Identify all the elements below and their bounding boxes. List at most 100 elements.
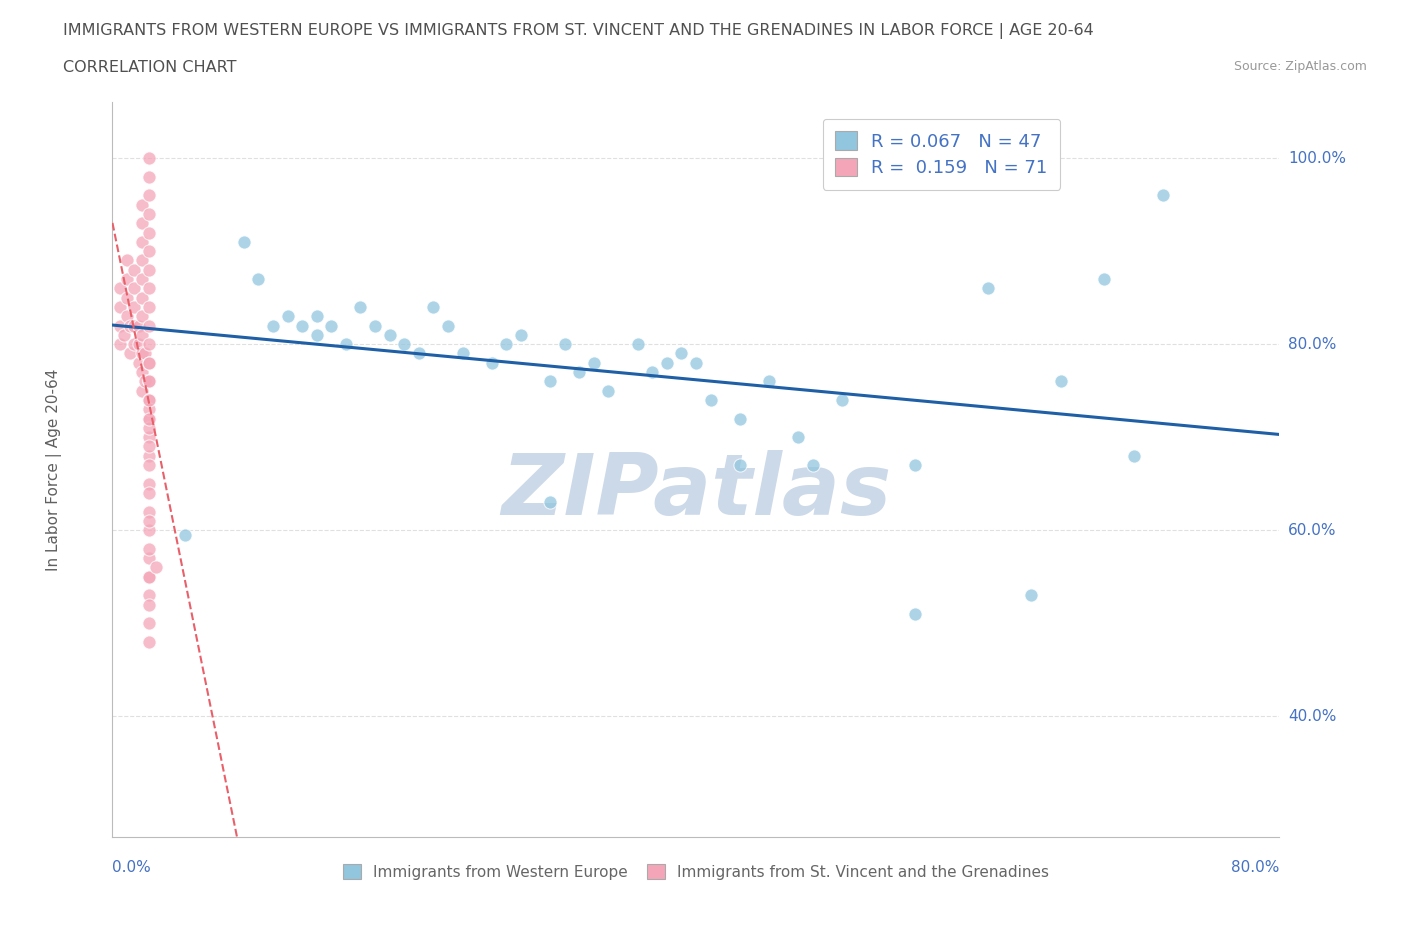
Point <box>138 318 160 333</box>
Point <box>138 430 160 445</box>
Point <box>437 318 460 333</box>
Point <box>1094 272 1116 286</box>
Text: In Labor Force | Age 20-64: In Labor Force | Age 20-64 <box>46 368 62 571</box>
Point <box>131 234 153 249</box>
Point <box>131 327 153 342</box>
Point <box>801 458 824 472</box>
Point <box>291 318 314 333</box>
Point <box>364 318 387 333</box>
Point <box>124 262 146 277</box>
Point <box>138 244 160 259</box>
Point <box>124 337 146 352</box>
Point <box>1122 448 1144 463</box>
Point <box>138 504 160 519</box>
Point <box>495 337 517 352</box>
Text: ZIPatlas: ZIPatlas <box>501 450 891 533</box>
Text: 80.0%: 80.0% <box>1288 337 1337 352</box>
Point <box>321 318 343 333</box>
Point <box>138 299 160 314</box>
Point <box>138 597 160 612</box>
Point <box>408 346 430 361</box>
Point <box>108 281 131 296</box>
Point <box>568 365 591 379</box>
Point <box>131 365 153 379</box>
Text: 60.0%: 60.0% <box>1288 523 1337 538</box>
Point <box>145 560 167 575</box>
Point <box>128 337 150 352</box>
Point <box>349 299 371 314</box>
Point <box>124 299 146 314</box>
Point <box>538 495 561 510</box>
Point <box>108 337 131 352</box>
Point <box>758 374 780 389</box>
Point <box>598 383 620 398</box>
Point <box>1049 374 1071 389</box>
Point <box>138 523 160 538</box>
Legend: Immigrants from Western Europe, Immigrants from St. Vincent and the Grenadines: Immigrants from Western Europe, Immigran… <box>330 851 1062 892</box>
Point <box>118 318 141 333</box>
Point <box>335 337 357 352</box>
Point <box>655 355 678 370</box>
Point <box>138 588 160 603</box>
Point <box>276 309 298 324</box>
Point <box>128 355 150 370</box>
Point <box>131 309 153 324</box>
Point <box>138 513 160 528</box>
Point <box>131 216 153 231</box>
Point <box>138 439 160 454</box>
Point <box>128 318 150 333</box>
Point <box>112 327 135 342</box>
Point <box>174 527 197 542</box>
Point <box>378 327 401 342</box>
Point <box>394 337 416 352</box>
Text: Source: ZipAtlas.com: Source: ZipAtlas.com <box>1233 60 1367 73</box>
Point <box>831 392 853 407</box>
Text: 80.0%: 80.0% <box>1232 860 1279 875</box>
Point <box>138 569 160 584</box>
Text: 100.0%: 100.0% <box>1288 151 1346 166</box>
Point <box>131 290 153 305</box>
Point <box>904 458 927 472</box>
Point <box>138 374 160 389</box>
Point <box>138 169 160 184</box>
Point <box>641 365 664 379</box>
Point <box>976 281 998 296</box>
Point <box>138 411 160 426</box>
Point <box>138 355 160 370</box>
Point <box>108 318 131 333</box>
Point <box>509 327 531 342</box>
Point <box>124 318 146 333</box>
Point <box>138 616 160 631</box>
Point <box>247 272 270 286</box>
Point <box>627 337 650 352</box>
Point <box>138 355 160 370</box>
Point <box>685 355 707 370</box>
Point <box>582 355 605 370</box>
Point <box>138 411 160 426</box>
Point <box>131 253 153 268</box>
Point <box>138 476 160 491</box>
Text: CORRELATION CHART: CORRELATION CHART <box>63 60 236 75</box>
Point <box>138 551 160 565</box>
Point <box>115 272 138 286</box>
Point <box>232 234 254 249</box>
Point <box>138 225 160 240</box>
Point <box>124 281 146 296</box>
Text: IMMIGRANTS FROM WESTERN EUROPE VS IMMIGRANTS FROM ST. VINCENT AND THE GRENADINES: IMMIGRANTS FROM WESTERN EUROPE VS IMMIGR… <box>63 23 1094 39</box>
Point <box>138 634 160 649</box>
Point <box>138 206 160 221</box>
Point <box>134 346 156 361</box>
Point <box>538 374 561 389</box>
Point <box>138 151 160 166</box>
Point <box>118 346 141 361</box>
Point <box>728 458 751 472</box>
Point <box>728 411 751 426</box>
Point <box>138 569 160 584</box>
Text: 0.0%: 0.0% <box>112 860 152 875</box>
Point <box>262 318 284 333</box>
Point <box>305 309 328 324</box>
Point <box>134 374 156 389</box>
Point <box>131 383 153 398</box>
Text: 40.0%: 40.0% <box>1288 709 1337 724</box>
Point <box>138 281 160 296</box>
